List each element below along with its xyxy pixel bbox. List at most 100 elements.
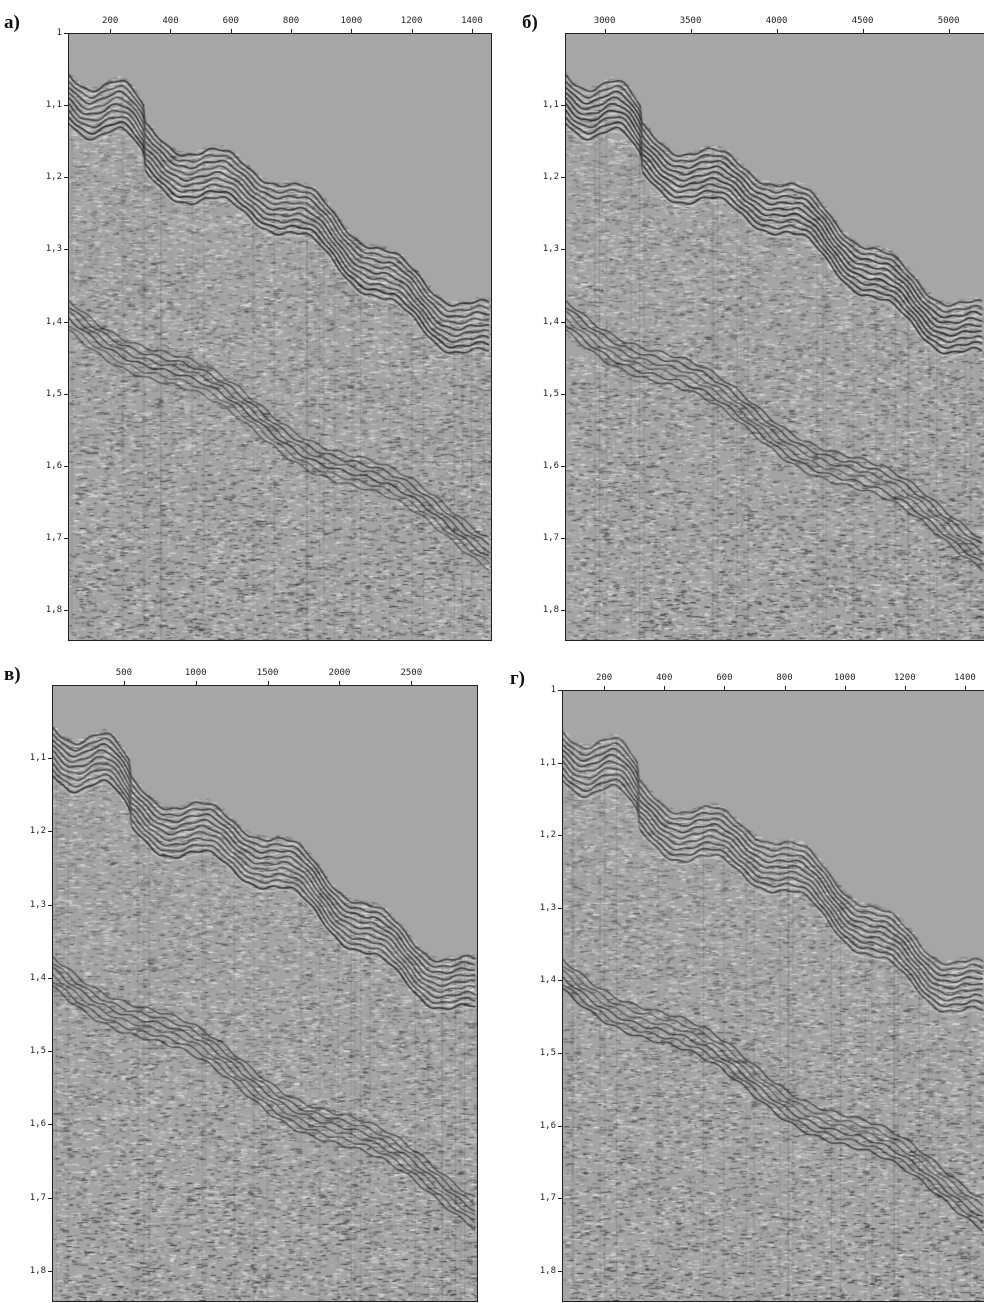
y-tick-label: 1,2 (539, 830, 556, 841)
x-tick-label: 4500 (851, 16, 874, 26)
y-tick-mark (64, 177, 68, 179)
panel-label: а) (4, 12, 20, 33)
x-tick-label: 5000 (937, 16, 960, 26)
y-tick-mark (558, 980, 562, 982)
y-tick-label: 1,5 (45, 388, 62, 399)
y-tick-label: 1,5 (539, 1048, 556, 1059)
y-tick-mark (561, 610, 565, 612)
y-tick-label: 1,7 (45, 533, 62, 543)
y-tick-mark (64, 610, 68, 612)
seismic-section-image (562, 690, 984, 1302)
y-tick-label: 1,3 (542, 244, 559, 255)
y-tick-mark (561, 249, 565, 251)
y-tick-label: 1,3 (29, 899, 46, 910)
x-tick-label: 1000 (184, 668, 207, 678)
x-tick-mark (844, 686, 846, 690)
y-tick-label: 1,1 (45, 100, 62, 111)
x-tick-label: 500 (115, 668, 132, 678)
y-tick-mark (48, 1270, 52, 1272)
y-tick-mark (558, 762, 562, 764)
x-tick-label: 1000 (340, 16, 363, 26)
x-tick-mark (690, 29, 692, 33)
y-tick-mark (48, 831, 52, 833)
x-tick-mark (170, 29, 172, 33)
x-tick-mark (230, 29, 232, 33)
y-tick-mark (558, 690, 562, 691)
x-tick-label: 4000 (765, 16, 788, 26)
y-tick-mark (48, 977, 52, 979)
y-tick-label: 1,3 (45, 244, 62, 255)
y-tick-label: 1,2 (542, 172, 559, 183)
panel-label: в) (4, 664, 21, 685)
y-tick-mark (48, 1124, 52, 1126)
x-tick-mark (411, 29, 413, 33)
y-tick-label: 1,6 (45, 460, 62, 471)
x-tick-mark (411, 681, 413, 685)
y-tick-label: 1,4 (29, 972, 46, 983)
y-tick-mark (558, 1053, 562, 1055)
x-tick-label: 3000 (593, 16, 616, 26)
y-tick-label: 1,2 (45, 172, 62, 183)
y-tick-mark (48, 1197, 52, 1199)
x-tick-mark (724, 686, 726, 690)
y-tick-label: 1 (56, 28, 62, 38)
y-tick-label: 1,4 (539, 975, 556, 986)
y-tick-label: 1,8 (542, 605, 559, 616)
x-tick-label: 1200 (400, 16, 423, 26)
panel-label: б) (522, 12, 538, 33)
y-tick-label: 1,6 (29, 1119, 46, 1130)
x-tick-mark (110, 29, 112, 33)
y-tick-label: 1,7 (29, 1192, 46, 1203)
y-tick-label: 1,8 (539, 1265, 556, 1276)
x-tick-label: 1200 (893, 673, 916, 683)
y-tick-mark (64, 321, 68, 323)
y-tick-mark (558, 1125, 562, 1127)
x-tick-label: 800 (282, 16, 300, 26)
x-tick-mark (351, 29, 353, 33)
x-tick-label: 1000 (833, 673, 856, 683)
y-tick-mark (561, 393, 565, 395)
y-tick-label: 1,4 (45, 316, 62, 327)
y-tick-label: 1,1 (539, 757, 556, 768)
x-tick-label: 600 (222, 16, 239, 26)
x-tick-label: 200 (102, 16, 119, 26)
y-tick-mark (558, 907, 562, 909)
y-tick-mark (561, 321, 565, 323)
y-tick-mark (558, 1198, 562, 1200)
x-tick-label: 2000 (328, 668, 351, 678)
y-tick-label: 1,8 (45, 605, 62, 616)
y-tick-mark (64, 105, 68, 107)
y-tick-label: 1,1 (29, 753, 46, 764)
x-tick-mark (776, 29, 778, 33)
x-tick-mark (784, 686, 786, 690)
x-tick-mark (604, 686, 606, 690)
x-tick-mark (604, 29, 606, 33)
y-tick-label: 1,7 (542, 533, 559, 543)
x-tick-label: 1400 (954, 673, 976, 683)
y-tick-label: 1,8 (29, 1265, 46, 1276)
x-tick-label: 2500 (400, 668, 423, 678)
y-tick-mark (561, 538, 565, 539)
x-tick-mark (291, 29, 293, 33)
x-tick-label: 200 (595, 673, 613, 683)
x-tick-mark (948, 29, 950, 33)
y-tick-label: 1,4 (542, 316, 559, 327)
y-tick-label: 1,5 (29, 1046, 46, 1057)
x-tick-label: 800 (776, 673, 793, 683)
y-tick-mark (561, 177, 565, 179)
x-tick-label: 400 (162, 16, 179, 26)
y-tick-mark (64, 249, 68, 251)
x-tick-mark (964, 686, 966, 690)
y-tick-label: 1,6 (539, 1120, 556, 1131)
y-tick-mark (64, 393, 68, 395)
x-tick-mark (862, 29, 864, 33)
seismic-section-image (565, 33, 984, 641)
y-tick-mark (64, 465, 68, 467)
y-tick-label: 1 (550, 685, 556, 695)
panel-label: г) (510, 668, 525, 689)
y-tick-mark (561, 105, 565, 107)
y-tick-label: 1,7 (539, 1193, 556, 1204)
y-tick-label: 1,5 (542, 388, 559, 399)
seismic-section-image (68, 33, 492, 641)
x-tick-mark (267, 681, 269, 685)
